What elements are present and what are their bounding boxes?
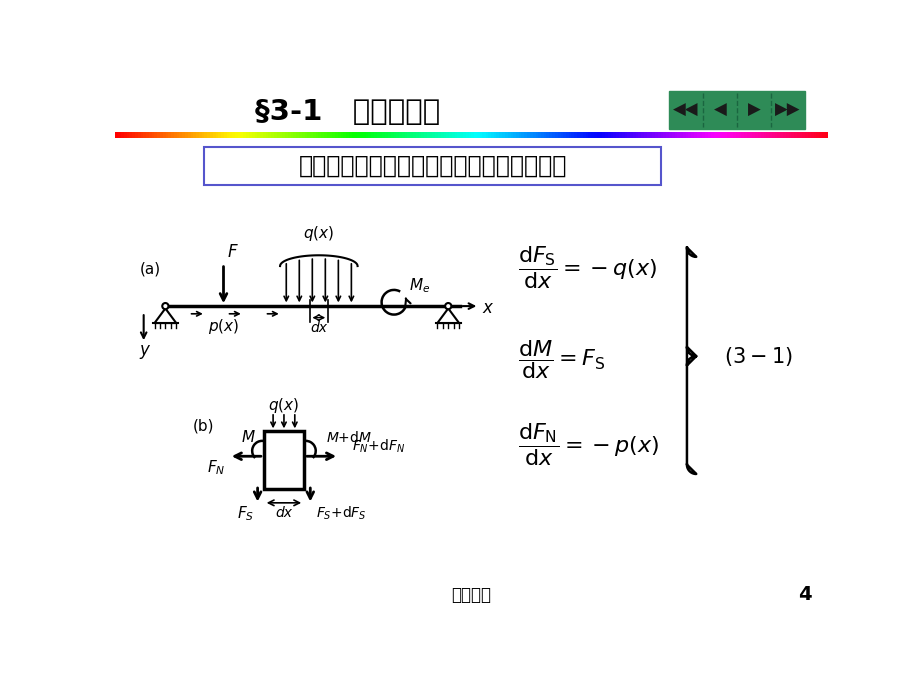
Text: $q(x)$: $q(x)$ <box>303 224 335 243</box>
Text: ▶▶: ▶▶ <box>774 101 800 119</box>
Text: $\dfrac{\mathrm{d}F_\mathrm{S}}{\mathrm{d}x}=-q(x)$: $\dfrac{\mathrm{d}F_\mathrm{S}}{\mathrm{… <box>517 244 657 291</box>
Text: ◀◀: ◀◀ <box>673 101 698 119</box>
Text: §3-1   单跨静定梁: §3-1 单跨静定梁 <box>255 98 439 126</box>
Text: $F_N$: $F_N$ <box>206 458 225 477</box>
Text: $M$: $M$ <box>241 429 255 445</box>
Text: 调研学习: 调研学习 <box>451 586 491 604</box>
Text: 4: 4 <box>797 585 811 604</box>
Text: $(3-1)$: $(3-1)$ <box>723 344 792 368</box>
Text: $y$: $y$ <box>139 344 152 362</box>
Text: 内力与外力间的微分关系及内力图形状判断: 内力与外力间的微分关系及内力图形状判断 <box>299 154 566 178</box>
Text: ◀: ◀ <box>713 101 726 119</box>
Text: dx: dx <box>275 506 292 520</box>
Text: $q(x)$: $q(x)$ <box>268 396 300 415</box>
Text: $M_e$: $M_e$ <box>409 276 430 295</box>
Text: $\dfrac{\mathrm{d}M}{\mathrm{d}x}=F_\mathrm{S}$: $\dfrac{\mathrm{d}M}{\mathrm{d}x}=F_\mat… <box>517 339 605 382</box>
Text: $M\mathrm{+d}M$: $M\mathrm{+d}M$ <box>325 429 371 444</box>
Text: $F_S\mathrm{+d}F_S$: $F_S\mathrm{+d}F_S$ <box>316 505 367 522</box>
Bar <box>668 90 804 129</box>
Text: (a): (a) <box>140 262 161 277</box>
Text: $\dfrac{\mathrm{d}F_\mathrm{N}}{\mathrm{d}x}=-p(x)$: $\dfrac{\mathrm{d}F_\mathrm{N}}{\mathrm{… <box>517 422 659 468</box>
Circle shape <box>445 303 451 309</box>
Text: $p(x)$: $p(x)$ <box>208 317 239 335</box>
Text: $x$: $x$ <box>482 299 494 317</box>
Circle shape <box>162 303 168 309</box>
Text: $F$: $F$ <box>226 244 238 262</box>
Text: dx: dx <box>310 321 327 335</box>
Text: ▶: ▶ <box>747 101 759 119</box>
Text: (b): (b) <box>192 419 214 434</box>
Bar <box>204 147 661 185</box>
Text: $F_N\mathrm{+d}F_N$: $F_N\mathrm{+d}F_N$ <box>352 437 404 455</box>
Text: $p(x)$: $p(x)$ <box>271 460 300 478</box>
Text: $F_S$: $F_S$ <box>237 504 255 523</box>
Bar <box>264 431 304 489</box>
